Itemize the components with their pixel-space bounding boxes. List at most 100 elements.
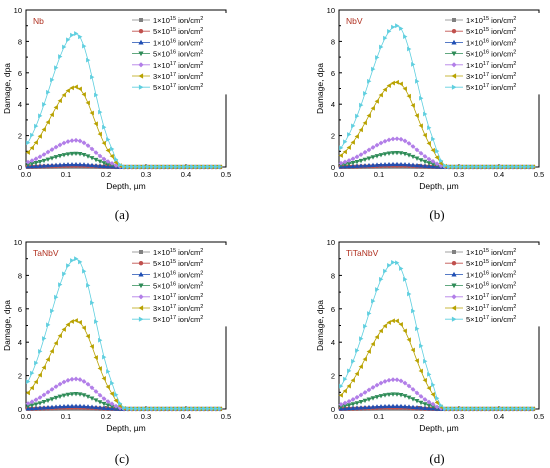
x-axis-label: Depth, µm xyxy=(106,423,145,433)
data-point xyxy=(358,405,364,410)
panel-label: NbV xyxy=(346,16,363,26)
data-point xyxy=(390,80,395,86)
data-point xyxy=(414,358,419,364)
data-point xyxy=(30,132,35,138)
data-point xyxy=(41,158,47,164)
data-point xyxy=(426,156,432,162)
data-point xyxy=(402,86,407,92)
data-point xyxy=(61,153,67,158)
data-point xyxy=(398,151,404,156)
data-point xyxy=(410,162,416,167)
data-point xyxy=(386,83,391,89)
data-point xyxy=(178,164,183,170)
data-point xyxy=(343,139,348,145)
legend-marker xyxy=(451,84,457,90)
data-point xyxy=(370,404,376,409)
data-point xyxy=(434,404,440,410)
data-point xyxy=(90,300,95,306)
data-point xyxy=(66,37,71,43)
data-point xyxy=(41,365,46,370)
data-point xyxy=(531,164,536,170)
data-point xyxy=(354,405,360,410)
data-point xyxy=(394,150,400,156)
data-point xyxy=(338,153,343,158)
data-point xyxy=(186,406,191,412)
data-point xyxy=(503,406,508,412)
data-point xyxy=(49,112,54,118)
data-point xyxy=(69,376,75,382)
data-point xyxy=(422,397,428,402)
data-point xyxy=(154,406,159,412)
data-point xyxy=(97,153,103,159)
data-point xyxy=(190,164,195,170)
data-point xyxy=(81,403,87,409)
legend-entry: 1×1017 ion/cm2 xyxy=(445,293,516,302)
data-point xyxy=(37,133,42,139)
legend-entry: 3×1017 ion/cm2 xyxy=(132,72,203,81)
data-point xyxy=(414,399,420,404)
legend-marker xyxy=(451,73,457,79)
data-point xyxy=(362,157,368,163)
data-point xyxy=(57,404,63,409)
data-point xyxy=(58,282,63,288)
data-point xyxy=(410,386,416,392)
data-point xyxy=(89,146,95,152)
legend-label: 1×1017 ion/cm2 xyxy=(153,61,203,70)
x-tick-label: 0.3 xyxy=(141,170,151,179)
data-point xyxy=(339,145,344,151)
data-point xyxy=(358,364,363,370)
data-point xyxy=(77,319,82,325)
data-point xyxy=(414,113,419,118)
data-point xyxy=(363,91,368,96)
legend-label: 1×1017 ion/cm2 xyxy=(466,293,516,302)
data-point xyxy=(346,405,352,411)
y-tick-label: 4 xyxy=(18,338,22,347)
data-point xyxy=(435,148,440,154)
legend-marker xyxy=(138,73,144,79)
data-point xyxy=(406,93,411,99)
data-point xyxy=(402,138,408,144)
data-point xyxy=(390,318,395,324)
y-tick-label: 2 xyxy=(18,372,22,381)
data-point xyxy=(422,153,428,159)
data-point xyxy=(418,158,424,163)
data-point xyxy=(386,403,392,409)
data-point xyxy=(97,131,102,137)
data-point xyxy=(41,127,46,132)
y-tick-label: 8 xyxy=(331,271,335,280)
legend: 1×1015 ion/cm2 5×1015 ion/cm2 1×1016 ion/c… xyxy=(443,245,540,327)
data-point xyxy=(499,406,504,412)
data-point xyxy=(411,61,416,67)
data-point xyxy=(65,162,71,167)
data-point xyxy=(359,102,364,108)
legend-marker xyxy=(452,250,456,254)
data-point xyxy=(206,406,211,412)
data-point xyxy=(394,79,399,85)
data-point xyxy=(374,154,380,159)
chart-panel: 0.0 0.1 0.2 0.3 0.4 0.5 0 2 4 6 8 10 Depth, µm Damage… xyxy=(2,6,231,191)
legend-marker xyxy=(138,283,144,289)
legend: 1×1015 ion/cm2 5×1015 ion/cm2 1×1016 ion/c… xyxy=(130,245,227,327)
data-point xyxy=(423,358,428,364)
data-point xyxy=(406,153,412,158)
data-point xyxy=(61,379,67,385)
legend-marker xyxy=(138,316,144,322)
data-point xyxy=(85,333,90,339)
data-point xyxy=(142,406,147,412)
data-point xyxy=(366,113,371,118)
data-point xyxy=(97,366,102,371)
data-point xyxy=(97,163,103,168)
y-tick-label: 8 xyxy=(331,37,335,46)
data-point xyxy=(394,318,399,324)
data-point xyxy=(33,163,39,169)
data-point xyxy=(382,87,387,93)
legend-marker xyxy=(138,84,144,90)
x-tick-label: 0.1 xyxy=(374,170,384,179)
data-point xyxy=(194,406,199,412)
data-point xyxy=(166,164,171,170)
data-point xyxy=(33,156,39,162)
legend-entry: 1×1015 ion/cm2 xyxy=(445,248,516,257)
data-point xyxy=(53,155,59,160)
data-point xyxy=(346,403,352,408)
data-point xyxy=(57,162,63,167)
